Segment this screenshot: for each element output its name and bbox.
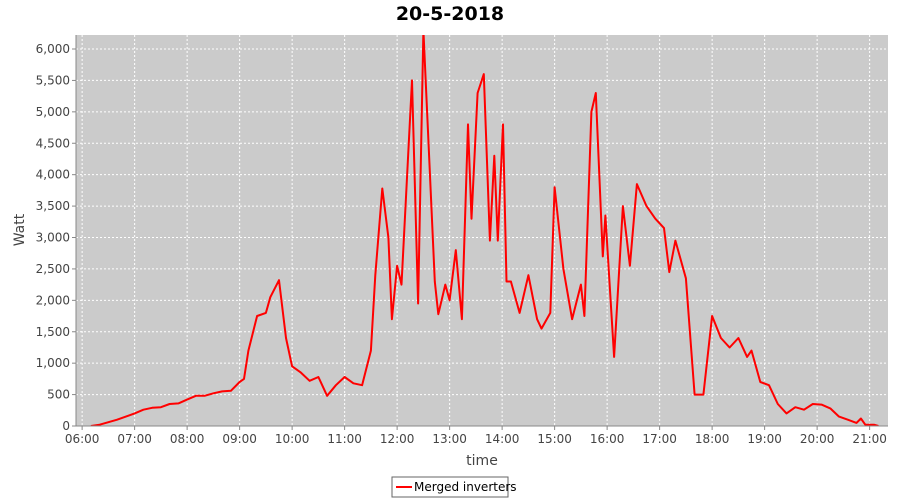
x-tick-label: 17:00 <box>642 432 677 446</box>
plot-area <box>76 35 888 426</box>
y-tick-label: 0 <box>62 419 70 433</box>
y-tick-label: 3,000 <box>36 231 70 245</box>
x-tick-label: 16:00 <box>590 432 625 446</box>
y-axis-label: Watt <box>12 213 28 246</box>
series-group <box>90 35 879 426</box>
legend-label: Merged inverters <box>414 480 517 494</box>
y-tick-label: 6,000 <box>36 42 70 56</box>
x-tick-label: 09:00 <box>222 432 257 446</box>
y-tick-label: 1,000 <box>36 356 70 370</box>
y-tick-label: 2,000 <box>36 293 70 307</box>
series-line <box>90 35 879 426</box>
x-tick-label: 14:00 <box>485 432 520 446</box>
x-tick-label: 21:00 <box>852 432 887 446</box>
legend <box>391 476 509 498</box>
y-tick-label: 1,500 <box>36 325 70 339</box>
x-tick-label: 08:00 <box>170 432 205 446</box>
x-tick-label: 15:00 <box>537 432 572 446</box>
x-tick-label: 18:00 <box>695 432 730 446</box>
y-tick-label: 3,500 <box>36 199 70 213</box>
x-tick-label: 07:00 <box>117 432 152 446</box>
grid <box>76 35 888 427</box>
x-tick-label: 06:00 <box>65 432 100 446</box>
x-tick-label: 19:00 <box>747 432 782 446</box>
y-tick-label: 2,500 <box>36 262 70 276</box>
chart-title: 20-5-2018 <box>396 3 504 25</box>
y-tick-label: 4,000 <box>36 168 70 182</box>
x-tick-label: 20:00 <box>800 432 835 446</box>
x-tick-label: 11:00 <box>327 432 362 446</box>
y-tick-label: 5,000 <box>36 105 70 119</box>
x-axis-label: time <box>466 453 498 469</box>
x-tick-label: 10:00 <box>275 432 310 446</box>
y-tick-label: 500 <box>47 388 70 402</box>
x-tick-label: 12:00 <box>380 432 415 446</box>
y-tick-label: 5,500 <box>36 73 70 87</box>
y-tick-label: 4,500 <box>36 136 70 150</box>
x-tick-label: 13:00 <box>432 432 467 446</box>
